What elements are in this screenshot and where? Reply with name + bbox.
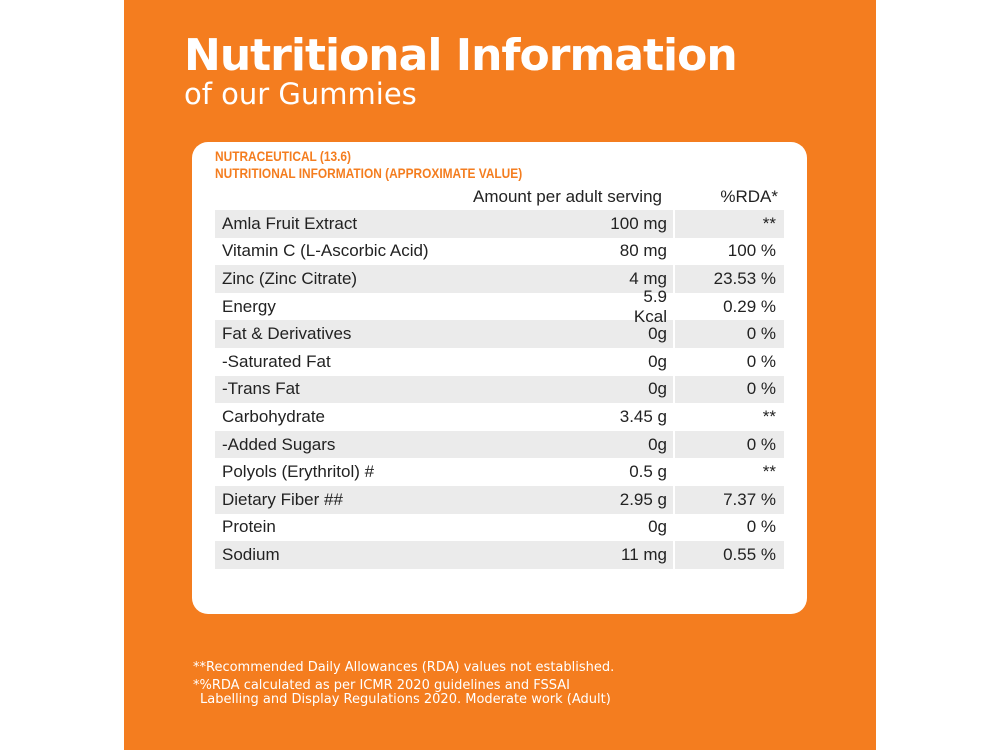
column-divider [673,403,675,431]
nutrient-amount: 4 mg [629,268,667,288]
nutrient-rda: 0 % [746,351,776,371]
table-heading-nutritional-info: NUTRITIONAL INFORMATION (APPROXIMATE VAL… [215,165,523,181]
nutrient-name: -Trans Fat [222,379,300,399]
nutrient-rda: ** [762,406,776,426]
footnote-rda-calculation: *%RDA calculated as per ICMR 2020 guidel… [193,678,570,693]
nutrient-rda: 0 % [746,434,776,454]
nutrient-amount: 0g [648,434,667,454]
column-divider [673,210,675,238]
column-divider [673,292,675,321]
table-row: Sodium 11 mg 0.55 % [215,541,784,569]
nutrient-amount: 5.9 Kcal [633,286,667,326]
nutrient-name: Carbohydrate [222,406,326,426]
nutrient-name: Protein [222,517,276,537]
table-row: Zinc (Zinc Citrate) 4 mg 23.53 % [215,265,784,293]
nutrient-rda: 0 % [746,379,776,399]
column-divider [673,375,675,404]
nutrient-rda: 23.53 % [713,268,776,288]
table-row: Dietary Fiber ## 2.95 g 7.37 % [215,485,784,514]
table-row: Vitamin C (L-Ascorbic Acid) 80 mg 100 % [215,237,784,266]
table-row: Carbohydrate 3.45 g ** [215,403,784,431]
table-row: Protein 0g 0 % [215,513,784,542]
table-row: Energy 5.9 Kcal 0.29 % [215,287,784,326]
column-divider [673,458,675,486]
column-divider [673,485,675,514]
page-subtitle: of our Gummies [184,77,417,111]
column-divider [673,237,675,266]
nutrient-name: Zinc (Zinc Citrate) [222,268,358,288]
nutrient-amount: 80 mg [619,241,667,261]
nutrient-amount: 0g [648,379,667,399]
nutrient-rda: 0.55 % [723,544,776,564]
table-heading-nutraceutical: NUTRACEUTICAL (13.6) [215,148,351,164]
table-row: Amla Fruit Extract 100 mg ** [215,210,784,238]
nutrient-amount: 3.45 g [619,406,667,426]
nutrient-amount: 100 mg [610,213,667,233]
nutrient-rda: ** [762,213,776,233]
nutrient-name: -Added Sugars [222,434,336,454]
nutrient-amount: 0g [648,517,667,537]
nutrient-rda: 7.37 % [723,489,776,509]
nutrient-name: Fat & Derivatives [222,324,352,344]
nutrient-rda: 0 % [746,324,776,344]
nutrient-amount: 0g [648,351,667,371]
nutrient-rda: 0.29 % [723,296,776,316]
nutrient-name: Vitamin C (L-Ascorbic Acid) [222,241,429,261]
nutrient-rda: 100 % [727,241,776,261]
table-row: -Added Sugars 0g 0 % [215,430,784,459]
nutrient-amount: 2.95 g [619,489,667,509]
nutrient-amount: 0.5 g [629,462,667,482]
nutrient-name: Energy [222,296,276,316]
page-title: Nutritional Information [184,30,738,81]
nutrient-name: Dietary Fiber ## [222,489,343,509]
column-header-rda: %RDA* [720,187,778,206]
column-divider [673,265,675,293]
table-row: Polyols (Erythritol) # 0.5 g ** [215,458,784,486]
nutrient-name: Polyols (Erythritol) # [222,462,375,482]
nutrient-amount: 0g [648,324,667,344]
footnote-regulations: Labelling and Display Regulations 2020. … [200,692,611,707]
nutrient-rda: ** [762,462,776,482]
nutrient-amount: 11 mg [621,544,667,564]
nutrient-name: -Saturated Fat [222,351,331,371]
column-divider [673,347,675,376]
nutrition-table: Amla Fruit Extract 100 mg ** Vitamin C (L-A… [215,210,784,569]
nutrient-name: Amla Fruit Extract [222,213,358,233]
table-row: -Saturated Fat 0g 0 % [215,347,784,376]
nutrient-name: Sodium [222,544,280,564]
table-row: -Trans Fat 0g 0 % [215,375,784,404]
footnote-rda-not-established: **Recommended Daily Allowances (RDA) val… [193,660,615,675]
column-divider [673,320,675,348]
table-row: Fat & Derivatives 0g 0 % [215,320,784,348]
column-divider [673,430,675,459]
nutrient-rda: 0 % [746,517,776,537]
column-divider [673,513,675,542]
column-header-amount: Amount per adult serving [473,187,662,206]
column-divider [673,541,675,569]
